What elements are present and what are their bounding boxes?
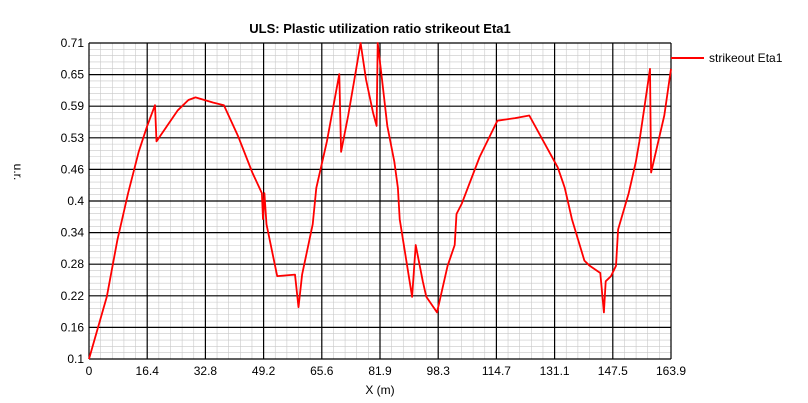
y-tick-label: 0.34 xyxy=(61,226,85,240)
y-tick-label: 0.59 xyxy=(61,99,85,113)
x-tick-label: 163.9 xyxy=(656,364,686,378)
y-tick-label: 0.16 xyxy=(61,320,85,334)
x-tick-label: 0 xyxy=(86,364,93,378)
x-tick-label: 98.3 xyxy=(427,364,451,378)
y-tick-label: 0.46 xyxy=(61,162,85,176)
y-tick-label: 0.22 xyxy=(61,289,85,303)
x-axis-label: X (m) xyxy=(365,383,394,397)
series-line-strikeout-eta1 xyxy=(88,42,672,360)
x-tick-label: 81.9 xyxy=(368,364,392,378)
x-tick-label: 131.1 xyxy=(540,364,570,378)
y-tick-label: 0.28 xyxy=(61,257,85,271)
x-tick-label: 114.7 xyxy=(482,364,511,378)
x-tick-label: 49.2 xyxy=(252,364,276,378)
x-tick-label: 16.4 xyxy=(136,364,160,378)
y-tick-label: 0.1 xyxy=(67,352,84,366)
x-tick-label: 32.8 xyxy=(194,364,218,378)
legend-label: strikeout Eta1 xyxy=(709,51,783,65)
y-tick-labels: 0.1 0.16 0.22 0.28 0.34 0.4 0.46 0.53 0.59 0.65 0.… xyxy=(61,36,85,366)
x-tick-labels: 0 16.4 32.8 49.2 65.6 81.9 98.3 114.7 131.1 147.5… xyxy=(86,364,687,378)
chart-title: ULS: Plastic utilization ratio strikeout… xyxy=(249,21,511,36)
y-tick-label: 0.71 xyxy=(61,36,85,50)
y-tick-label: 0.65 xyxy=(61,68,85,82)
y-tick-label: 0.4 xyxy=(67,194,84,208)
x-tick-label: 65.6 xyxy=(310,364,334,378)
y-axis-label: u.r. xyxy=(11,164,25,181)
y-tick-label: 0.53 xyxy=(61,131,85,145)
legend: strikeout Eta1 xyxy=(671,51,783,65)
x-tick-label: 147.5 xyxy=(598,364,628,378)
plot-area xyxy=(88,42,672,360)
